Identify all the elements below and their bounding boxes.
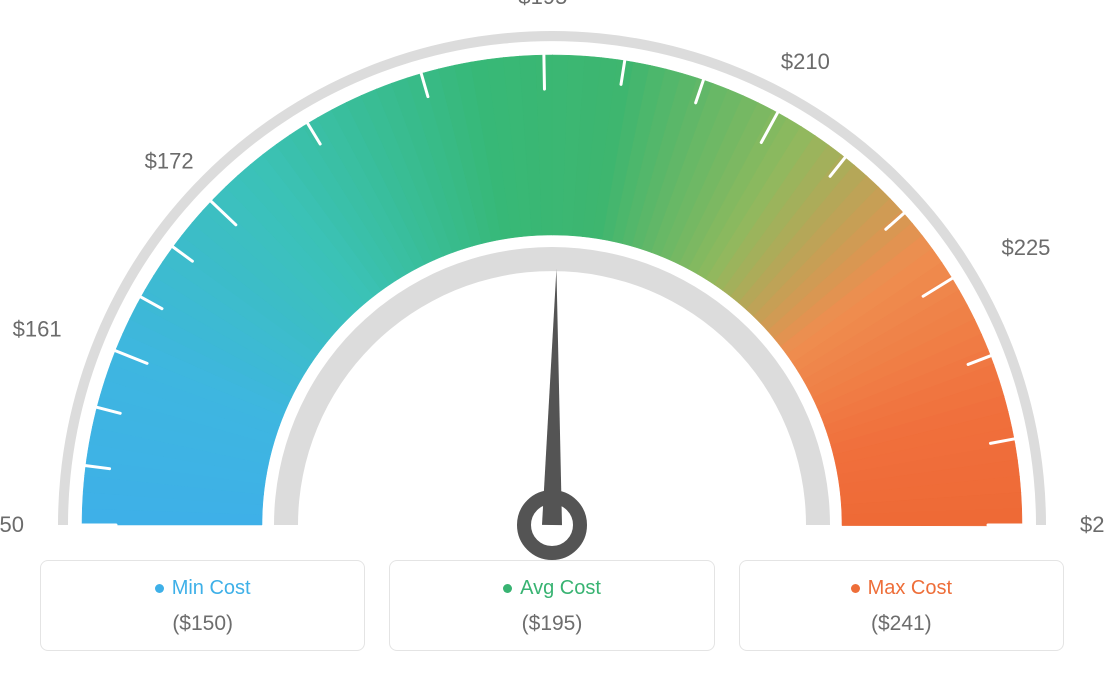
tick-label: $195 bbox=[518, 0, 567, 9]
legend-dot-max bbox=[851, 584, 860, 593]
legend-label-avg: Avg Cost bbox=[520, 577, 601, 600]
legend-value-max: ($241) bbox=[750, 612, 1053, 636]
needle bbox=[542, 269, 562, 525]
legend-value-avg: ($195) bbox=[400, 612, 703, 636]
legend-label-min: Min Cost bbox=[172, 577, 251, 600]
legend-value-min: ($150) bbox=[51, 612, 354, 636]
legend-dot-avg bbox=[503, 584, 512, 593]
gauge-svg: $150 $161 $172 $195 $210 $225 $241 bbox=[0, 0, 1104, 560]
legend-card-avg: Avg Cost ($195) bbox=[389, 560, 714, 651]
legend-card-min: Min Cost ($150) bbox=[40, 560, 365, 651]
tick-label: $172 bbox=[145, 148, 194, 173]
tick-label: $225 bbox=[1001, 235, 1050, 260]
tick-label: $241 bbox=[1080, 512, 1104, 537]
legend-row: Min Cost ($150) Avg Cost ($195) Max Cost ($24… bbox=[0, 560, 1104, 671]
legend-dot-min bbox=[155, 584, 164, 593]
tick-label: $161 bbox=[13, 316, 62, 341]
legend-title-max: Max Cost bbox=[851, 577, 952, 600]
legend-label-max: Max Cost bbox=[868, 577, 952, 600]
legend-card-max: Max Cost ($241) bbox=[739, 560, 1064, 651]
gauge-chart: $150 $161 $172 $195 $210 $225 $241 bbox=[0, 0, 1104, 560]
legend-title-avg: Avg Cost bbox=[503, 577, 601, 600]
tick-label: $210 bbox=[781, 49, 830, 74]
tick-label: $150 bbox=[0, 512, 24, 537]
legend-title-min: Min Cost bbox=[155, 577, 251, 600]
